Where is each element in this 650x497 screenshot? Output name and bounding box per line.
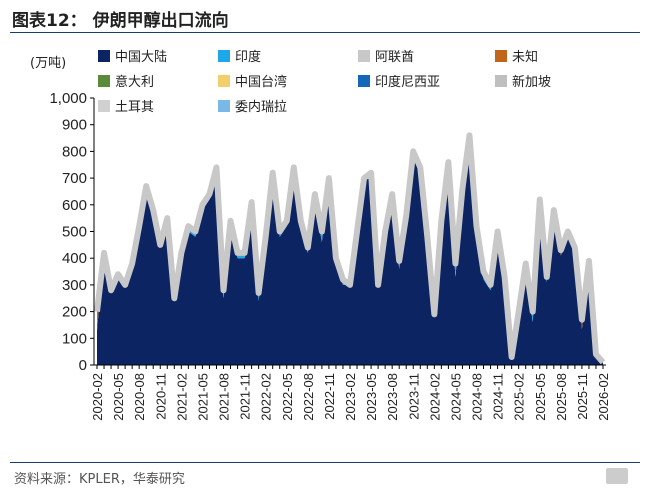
x-tick-label: 2022-11 bbox=[322, 373, 337, 420]
legend-swatch bbox=[218, 74, 230, 87]
x-tick-label: 2020-08 bbox=[132, 373, 147, 421]
x-tick-label: 2021-02 bbox=[174, 373, 189, 421]
y-axis-unit: (万吨) bbox=[30, 56, 67, 71]
x-tick-label: 2020-05 bbox=[111, 373, 126, 421]
legend-label: 新加坡 bbox=[512, 75, 552, 90]
x-tick-label: 2021-05 bbox=[195, 373, 210, 421]
legend-swatch bbox=[98, 74, 110, 87]
brand-logo-icon bbox=[606, 468, 628, 484]
x-tick-label: 2025-11 bbox=[575, 373, 590, 420]
legend-swatch bbox=[358, 74, 370, 87]
legend-label: 印度 bbox=[235, 50, 262, 65]
legend-item: 印度尼西亚 bbox=[358, 71, 440, 90]
title-divider bbox=[10, 32, 640, 33]
legend-item: 委内瑞拉 bbox=[218, 96, 287, 115]
series-area-china bbox=[97, 146, 603, 365]
legend-swatch bbox=[495, 49, 507, 62]
x-tick-label: 2020-11 bbox=[153, 373, 168, 420]
series-line-total-others bbox=[94, 132, 606, 365]
legend-item: 土耳其 bbox=[98, 96, 154, 115]
y-tick-label: 500 bbox=[62, 224, 87, 241]
x-tick-label: 2025-08 bbox=[554, 373, 569, 421]
legend-swatch bbox=[218, 99, 230, 112]
x-tick-label: 2026-02 bbox=[596, 373, 611, 421]
y-tick-label: 600 bbox=[62, 197, 87, 214]
legend-item: 新加坡 bbox=[495, 71, 551, 90]
legend-label: 未知 bbox=[512, 50, 539, 65]
x-tick-label: 2024-05 bbox=[448, 373, 463, 421]
y-tick-label: 300 bbox=[62, 277, 87, 294]
legend-item: 未知 bbox=[495, 46, 538, 65]
x-tick-label: 2023-08 bbox=[385, 373, 400, 421]
legend-item: 印度 bbox=[218, 46, 261, 65]
legend-label: 印度尼西亚 bbox=[375, 75, 441, 90]
legend-swatch bbox=[358, 49, 370, 62]
x-tick-label: 2025-05 bbox=[533, 373, 548, 421]
x-tick-label: 2024-02 bbox=[427, 373, 442, 421]
figure-title: 图表12： 伊朗甲醇出口流向 bbox=[12, 11, 229, 31]
legend-label: 土耳其 bbox=[115, 100, 155, 115]
y-tick-label: 800 bbox=[62, 143, 87, 160]
x-tick-label: 2022-08 bbox=[301, 373, 316, 421]
x-tick-label: 2021-08 bbox=[217, 373, 232, 421]
legend-swatch bbox=[218, 49, 230, 62]
x-tick-label: 2023-02 bbox=[343, 373, 358, 421]
x-tick-label: 2023-05 bbox=[364, 373, 379, 421]
legend-label: 意大利 bbox=[115, 75, 155, 90]
y-tick-label: 700 bbox=[62, 170, 87, 187]
x-tick-label: 2024-08 bbox=[470, 373, 485, 421]
x-tick-label: 2023-11 bbox=[406, 373, 421, 420]
legend-label: 委内瑞拉 bbox=[235, 100, 288, 115]
legend-item: 中国台湾 bbox=[218, 71, 287, 90]
legend-item: 阿联酋 bbox=[358, 46, 414, 65]
x-tick-label: 2025-02 bbox=[512, 373, 527, 421]
legend-label: 阿联酋 bbox=[375, 50, 415, 65]
x-tick-label: 2020-02 bbox=[90, 373, 105, 421]
legend-swatch bbox=[495, 74, 507, 87]
y-tick-label: 400 bbox=[62, 250, 87, 267]
y-tick-label: 100 bbox=[62, 330, 87, 347]
source-note: 资料来源：KPLER，华泰研究 bbox=[14, 472, 185, 487]
legend-item: 中国大陆 bbox=[98, 46, 167, 65]
y-tick-label: 200 bbox=[62, 304, 87, 321]
legend-swatch bbox=[98, 49, 110, 62]
x-tick-label: 2022-05 bbox=[280, 373, 295, 421]
y-tick-label: 1,000 bbox=[49, 90, 87, 107]
x-tick-label: 2021-11 bbox=[238, 373, 253, 420]
x-tick-label: 2024-11 bbox=[491, 373, 506, 420]
legend-label: 中国大陆 bbox=[115, 50, 168, 65]
y-tick-label: 900 bbox=[62, 117, 87, 134]
x-tick-label: 2022-02 bbox=[259, 373, 274, 421]
legend-item: 意大利 bbox=[98, 71, 154, 90]
legend-label: 中国台湾 bbox=[235, 75, 288, 90]
legend-swatch bbox=[98, 99, 110, 112]
y-tick-label: 0 bbox=[79, 357, 87, 374]
footer-divider bbox=[10, 462, 640, 463]
